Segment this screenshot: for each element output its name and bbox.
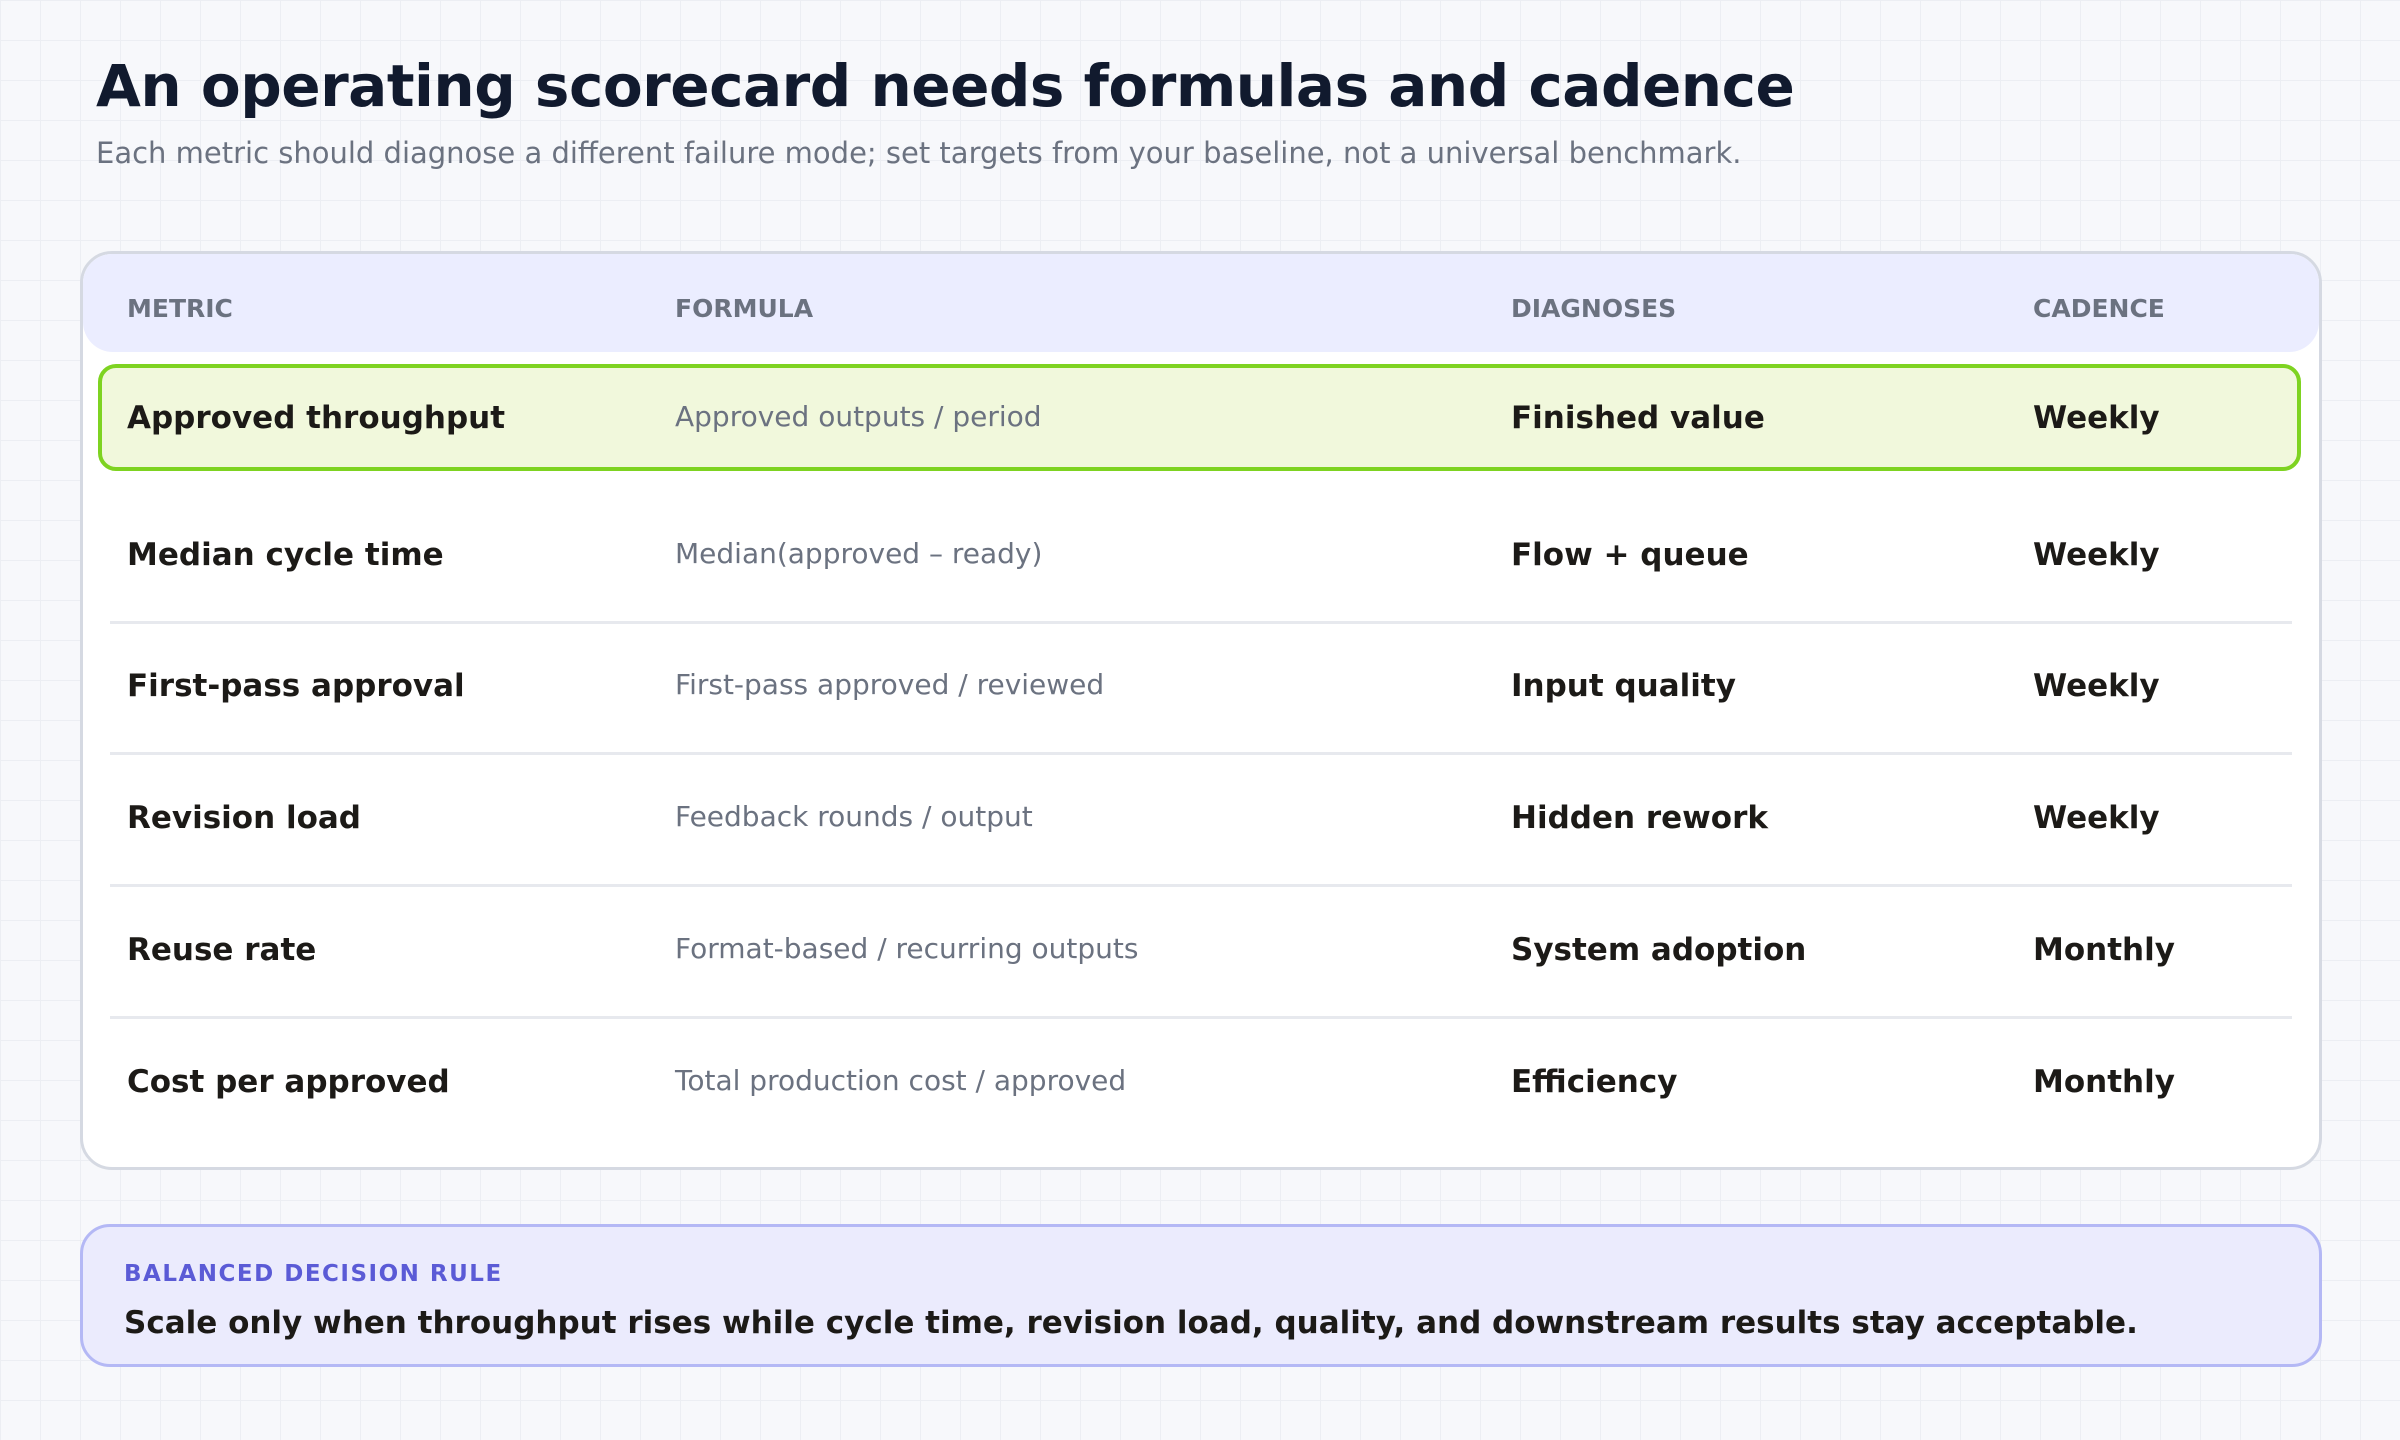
table-row: Median cycle time Median(approved – ready…	[110, 490, 2292, 621]
table-cell: Approved throughput	[127, 400, 506, 436]
table-cell: Median cycle time	[127, 537, 444, 573]
subtitle: Each metric should diagnose a different …	[96, 136, 1742, 170]
table-cell: Weekly	[2033, 800, 2160, 836]
row-divider	[110, 621, 2292, 624]
table-cell: First-pass approval	[127, 668, 465, 704]
table-row: Reuse rate Format-based / recurring outpu…	[110, 885, 2292, 1016]
column-header: CADENCE	[2033, 294, 2165, 323]
table-cell: Reuse rate	[127, 932, 317, 968]
row-divider	[110, 884, 2292, 887]
table-cell: Weekly	[2033, 400, 2160, 436]
table-cell: System adoption	[1511, 932, 1807, 968]
callout: BALANCED DECISION RULE Scale only when t…	[80, 1224, 2322, 1367]
table-cell: Cost per approved	[127, 1064, 450, 1100]
row-divider	[110, 1016, 2292, 1019]
table-cell: Approved outputs / period	[675, 400, 1042, 433]
table-cell: Format-based / recurring outputs	[675, 932, 1139, 965]
table-row: Approved throughput Approved outputs / pe…	[98, 364, 2301, 471]
table-cell: Monthly	[2033, 932, 2175, 968]
table-cell: Feedback rounds / output	[675, 800, 1033, 833]
table-cell: Total production cost / approved	[675, 1064, 1127, 1097]
scorecard-table: METRIC FORMULA DIAGNOSES CADENCE Approved t…	[80, 251, 2322, 1170]
table-cell: Median(approved – ready)	[675, 537, 1043, 570]
table-cell: Weekly	[2033, 537, 2160, 573]
column-header: METRIC	[127, 294, 233, 323]
callout-text: Scale only when throughput rises while c…	[124, 1305, 2138, 1341]
row-divider	[110, 752, 2292, 755]
title: An operating scorecard needs formulas an…	[96, 52, 1795, 120]
table-row: First-pass approval First-pass approved /…	[110, 621, 2292, 752]
table-cell: Weekly	[2033, 668, 2160, 704]
table-cell: Finished value	[1511, 400, 1765, 436]
table-cell: Revision load	[127, 800, 361, 836]
table-cell: Input quality	[1511, 668, 1736, 704]
table-cell: Flow + queue	[1511, 537, 1749, 573]
callout-label: BALANCED DECISION RULE	[124, 1261, 503, 1287]
column-header: DIAGNOSES	[1511, 294, 1677, 323]
column-header: FORMULA	[675, 294, 814, 323]
table-cell: First-pass approved / reviewed	[675, 668, 1105, 701]
table-cell: Efficiency	[1511, 1064, 1678, 1100]
table-cell: Monthly	[2033, 1064, 2175, 1100]
table-cell: Hidden rework	[1511, 800, 1768, 836]
table-header: METRIC FORMULA DIAGNOSES CADENCE	[83, 254, 2319, 352]
table-row: Revision load Feedback rounds / output Hid…	[110, 753, 2292, 884]
table-row: Cost per approved Total production cost /…	[110, 1017, 2292, 1148]
